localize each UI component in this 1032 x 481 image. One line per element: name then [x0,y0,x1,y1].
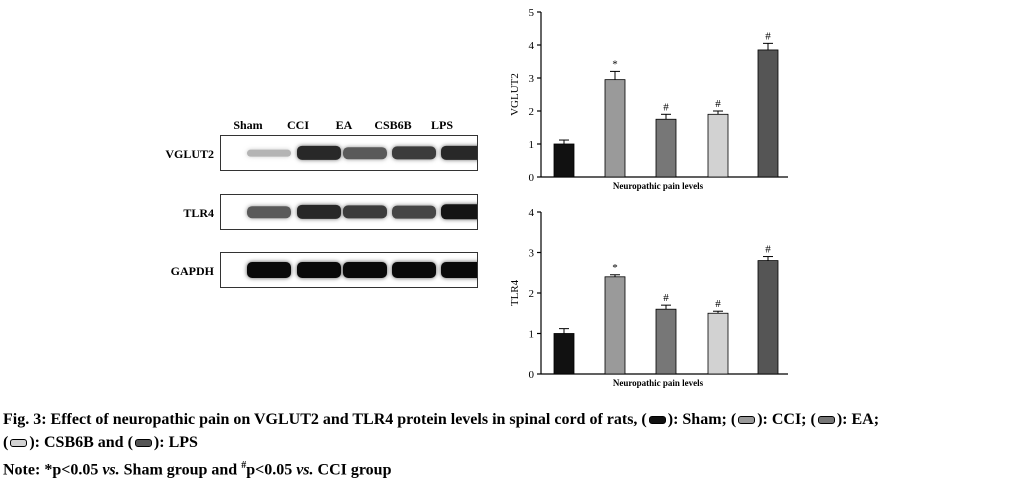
y-tick-label: 3 [529,73,535,85]
legend-swatch-sham [648,416,666,425]
significance-mark: # [765,30,771,42]
lane-labels: Sham CCI EA CSB6B LPS [222,118,482,134]
y-axis-label: VGLUT2 [509,73,521,116]
bar-charts: 0 1 2 3 4 5 VGLUT2 Neuropathic pain levels * # # #0… [509,7,788,388]
significance-mark: * [612,58,618,70]
blot-strip [220,194,478,230]
caption-note: Note: *p<0.05 vs. Sham group and #p<0.05… [3,460,392,479]
significance-mark: # [715,98,721,110]
bar-cci [604,79,626,178]
blot-row-label: TLR4 [183,206,214,220]
y-tick-label: 1 [529,329,535,341]
blot-band [343,147,387,159]
blot-row-label: VGLUT2 [165,147,214,161]
lane-label-lps: LPS [430,118,453,132]
blot-band [247,149,291,157]
bar-sham [553,333,575,375]
legend-swatch-ea [817,416,835,425]
y-tick-label: 5 [529,7,535,19]
blot-row-label: GAPDH [170,264,214,278]
x-axis-label: Neuropathic pain levels [613,378,704,388]
bar-csb6b [707,312,729,375]
lane-label-ea: EA [335,118,353,132]
bar-sham [553,143,575,178]
blot-band [441,262,477,278]
figure-caption: Fig. 3: Effect of neuropathic pain on VG… [3,408,1031,481]
blot-band [441,145,477,161]
y-tick-label: 3 [529,248,535,260]
y-tick-label: 4 [529,40,535,52]
western-blot-panel: Sham CCI EA CSB6B LPS VGLUT2 TLR4 GAPDH [152,112,482,292]
bar-ea [655,118,677,178]
significance-mark: # [663,292,669,304]
lane-label-csb6b: CSB6B [374,118,412,132]
y-tick-label: 2 [529,106,535,118]
blot-band [297,262,341,278]
x-axis-label: Neuropathic pain levels [613,181,704,191]
bar-lps [757,49,779,178]
legend-swatch-cci [738,416,756,425]
bar-lps [757,260,779,375]
bar-cci [604,276,626,375]
blot-band [297,145,341,161]
legend-swatch-csb6b [10,439,28,448]
y-tick-label: 0 [529,369,535,381]
bar-ea [655,308,677,375]
significance-mark: # [765,244,771,256]
blot-band [343,205,387,219]
blot-band [392,262,436,278]
y-tick-label: 4 [529,207,535,219]
blot-band [392,205,436,219]
blot-band [297,204,341,220]
significance-mark: * [612,262,618,274]
significance-mark: # [663,101,669,113]
y-tick-label: 1 [529,139,535,151]
caption-line-1: Fig. 3: Effect of neuropathic pain on VG… [3,411,880,428]
caption-line-2: (): CSB6B and (): LPS [3,434,198,451]
blot-band [441,204,477,220]
blot-band [247,206,291,218]
lane-label-cci: CCI [286,118,309,132]
lane-label-sham: Sham [233,118,263,132]
blot-strip [220,135,478,171]
significance-mark: # [715,298,721,310]
legend-swatch-lps [134,439,152,448]
blot-band [392,146,436,160]
bar-csb6b [707,113,729,178]
y-tick-label: 2 [529,288,535,300]
blot-band [343,262,387,278]
blot-band [247,262,291,278]
blot-strip [220,252,478,288]
y-axis-label: TLR4 [509,279,521,306]
y-tick-label: 0 [529,172,535,184]
